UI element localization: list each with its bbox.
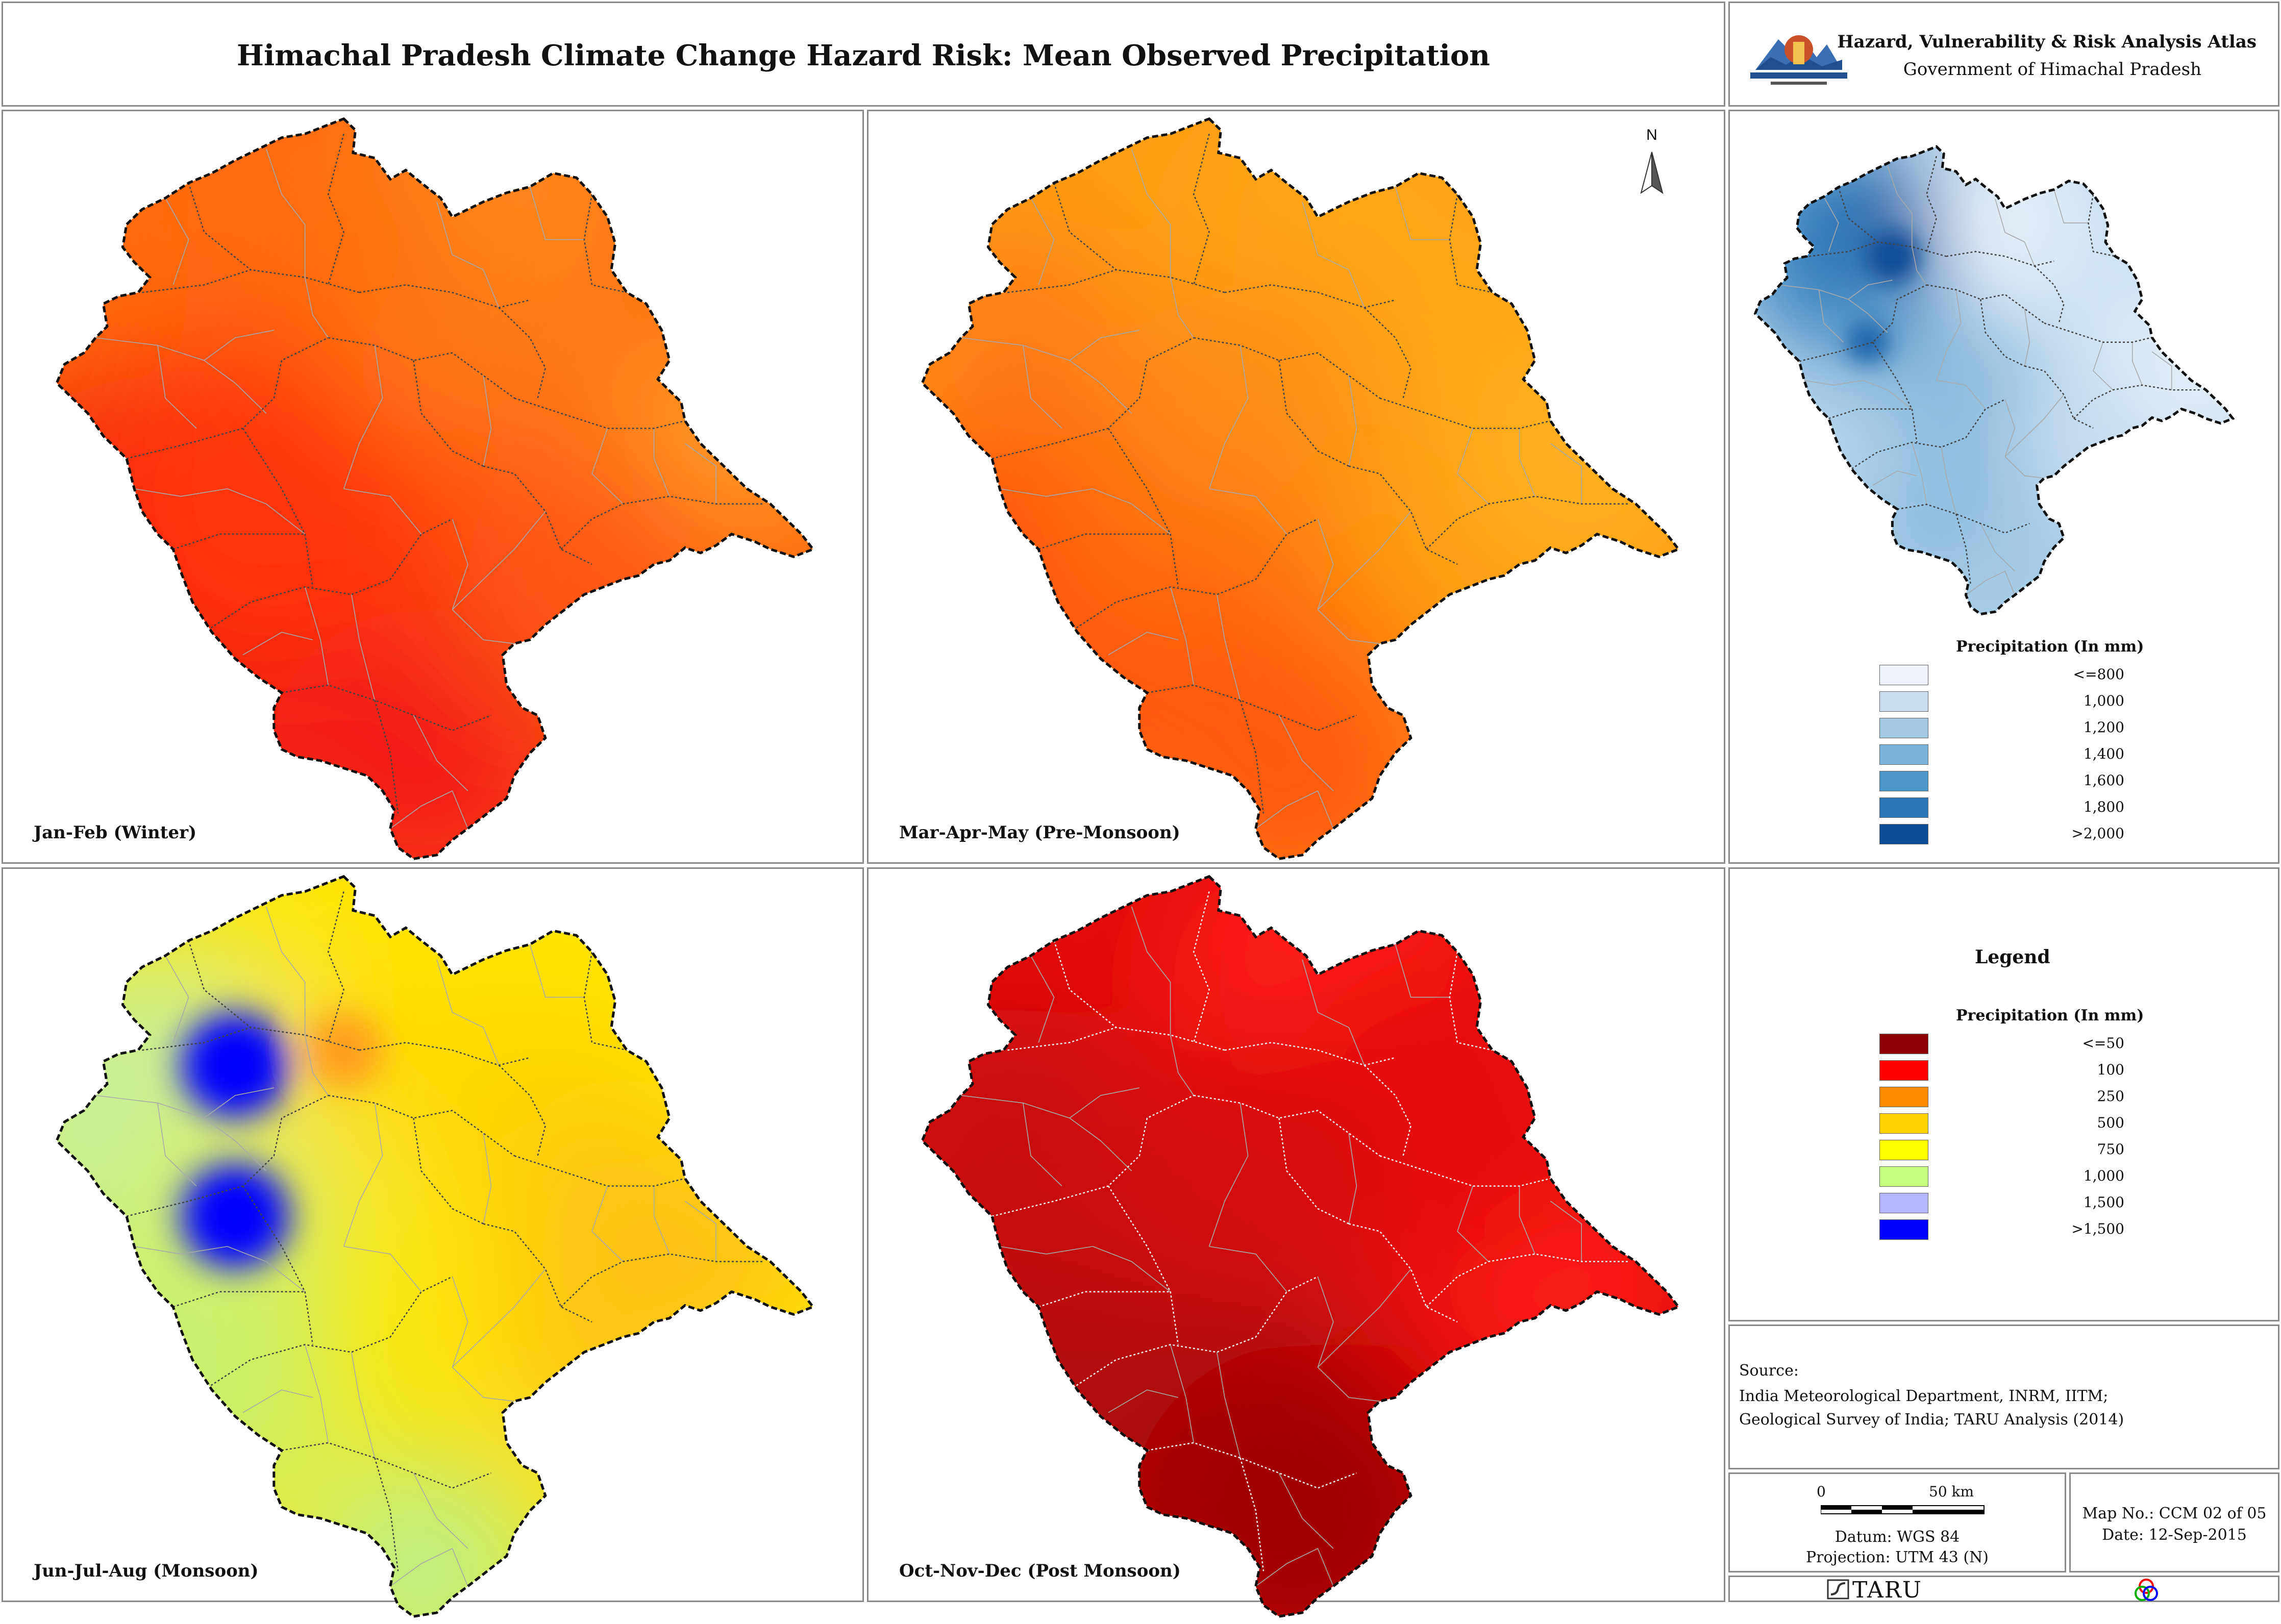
legend-label: <=50 [2082,1035,2124,1052]
legend-swatch [1879,1060,1928,1081]
source-line-2: Geological Survey of India; TARU Analysi… [1739,1411,2124,1429]
map-label-pre-monsoon: Mar-Apr-May (Pre-Monsoon) [899,822,1180,843]
footer-logo-panel: TARU [1728,1576,2279,1603]
atlas-title: Hazard, Vulnerability & Risk Analysis At… [1837,32,2257,52]
scale-bar [1821,1505,1985,1514]
government-name: Government of Himachal Pradesh [1903,59,2201,80]
precipitation-map [49,869,825,1624]
legend-swatch [1879,691,1928,712]
legend-swatch [1879,771,1928,791]
legend-item: >1,500 [1879,1219,2124,1240]
legend-label: >2,000 [2071,825,2124,842]
legend-swatch [1879,1113,1928,1134]
legend-label: 1,800 [2083,798,2124,815]
scale-start: 0 [1817,1483,1826,1500]
source-panel: Source: India Meteorological Department,… [1728,1325,2279,1469]
legend-swatch [1879,1219,1928,1240]
legend-label: 1,400 [2083,745,2124,762]
legend-item: 1,500 [1879,1193,2124,1213]
legend-label: 100 [2097,1061,2124,1078]
legend-swatch [1879,1193,1928,1213]
annual-legend-title: Precipitation (In mm) [1956,638,2144,656]
map-panel-winter: Jan-Feb (Winter) [2,110,864,864]
legend-item: 1,600 [1879,771,2124,791]
legend-item: 750 [1879,1140,2124,1160]
legend-swatch [1879,665,1928,685]
hp-government-emblem-icon [1750,21,1847,93]
legend-item: >2,000 [1879,824,2124,844]
legend-heading: Legend [1975,946,2050,968]
taru-logo-text: TARU [1852,1577,1922,1603]
map-label-monsoon: Jun-Jul-Aug (Monsoon) [34,1561,259,1581]
scale-panel: 0 50 km Datum: WGS 84 Projection: UTM 43… [1728,1472,2066,1572]
legend-swatch [1879,824,1928,844]
legend-item: 100 [1879,1060,2124,1081]
scale-end: 50 km [1929,1483,1974,1500]
legend-item: <=800 [1879,665,2124,685]
title-panel: Himachal Pradesh Climate Change Hazard R… [2,2,1725,107]
precipitation-map [49,111,825,866]
legend-swatch [1879,797,1928,818]
datum-text: Datum: WGS 84 [1834,1528,1960,1546]
map-info-panel: Map No.: CCM 02 of 05 Date: 12-Sep-2015 [2069,1472,2279,1572]
precipitation-map [914,869,1690,1624]
legend-label: 1,500 [2083,1194,2124,1211]
precipitation-map [1750,142,2240,619]
legend-item: <=50 [1879,1034,2124,1054]
map-panel-monsoon: Jun-Jul-Aug (Monsoon) [2,867,864,1602]
legend-swatch [1879,1166,1928,1187]
legend-label: 1,200 [2083,719,2124,736]
legend-swatch [1879,1140,1928,1160]
projection-text: Projection: UTM 43 (N) [1805,1548,1989,1566]
map-panel-post-monsoon: Oct-Nov-Dec (Post Monsoon) [867,867,1725,1602]
rgb-circles-icon [2135,1579,2158,1601]
page-title: Himachal Pradesh Climate Change Hazard R… [237,39,1490,72]
taru-logo-icon [1827,1579,1849,1600]
legend-item: 1,000 [1879,1166,2124,1187]
seasonal-legend-title: Precipitation (In mm) [1956,1007,2144,1025]
annual-map-panel: Precipitation (In mm) <=800 1,000 1,200 1,4… [1728,110,2279,864]
map-panel-pre-monsoon: Mar-Apr-May (Pre-Monsoon) N [867,110,1725,864]
legend-swatch [1879,718,1928,738]
map-number: Map No.: CCM 02 of 05 [2082,1505,2267,1522]
north-arrow-icon: N [1640,127,1664,194]
legend-item: 1,400 [1879,744,2124,765]
legend-item: 500 [1879,1113,2124,1134]
legend-swatch [1879,744,1928,765]
legend-item: 1,800 [1879,797,2124,818]
map-label-post-monsoon: Oct-Nov-Dec (Post Monsoon) [899,1561,1181,1581]
legend-label: 1,600 [2083,772,2124,789]
legend-item: 250 [1879,1087,2124,1107]
map-label-winter: Jan-Feb (Winter) [34,822,197,843]
legend-swatch [1879,1034,1928,1054]
legend-label: 1,000 [2083,1167,2124,1184]
header-logo-panel: Hazard, Vulnerability & Risk Analysis At… [1728,2,2279,107]
north-arrow-label: N [1646,127,1657,143]
legend-label: 500 [2097,1114,2124,1131]
legend-item: 1,200 [1879,718,2124,738]
legend-label: 1,000 [2083,692,2124,709]
seasonal-legend-panel: Legend Precipitation (In mm) <=50 100 250 5… [1728,867,2279,1321]
legend-label: <=800 [2073,666,2124,683]
source-heading: Source: [1739,1362,1799,1380]
legend-swatch [1879,1087,1928,1107]
legend-label: 250 [2097,1088,2124,1105]
legend-label: 750 [2097,1141,2124,1158]
map-date: Date: 12-Sep-2015 [2102,1526,2247,1544]
legend-label: >1,500 [2071,1220,2124,1237]
source-line-1: India Meteorological Department, INRM, I… [1739,1387,2109,1405]
legend-item: 1,000 [1879,691,2124,712]
precipitation-map [914,111,1690,866]
